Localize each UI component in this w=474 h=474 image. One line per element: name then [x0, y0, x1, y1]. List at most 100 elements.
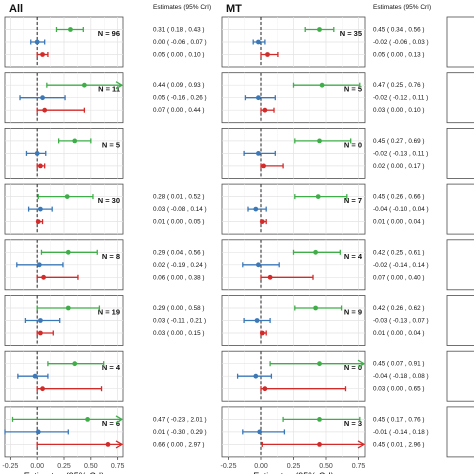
point-estimate [38, 318, 43, 323]
estimate-label: 0.05 ( -0.16 , 0.26 ) [153, 95, 207, 102]
estimate-label: -0.01 ( -0.14 , 0.18 ) [373, 429, 429, 436]
point-estimate [65, 249, 71, 255]
point-estimate [317, 442, 322, 447]
x-tick-label: 0.50 [84, 463, 98, 470]
estimate-label: 0.45 ( 0.17 , 0.76 ) [373, 416, 424, 423]
panel: N = 4 [4, 350, 124, 402]
sample-size-label: N = 5 [344, 85, 362, 94]
estimate-label: -0.04 ( -0.10 , 0.04 ) [373, 206, 429, 213]
cropped-panel-edge [446, 127, 474, 179]
point-estimate [313, 305, 318, 311]
estimate-label: 0.47 ( 0.25 , 0.76 ) [373, 82, 424, 89]
estimate-label: -0.03 ( -0.13 , 0.07 ) [373, 318, 429, 325]
point-estimate [32, 373, 38, 379]
estimate-label: -0.02 ( -0.14 , 0.14 ) [373, 262, 429, 269]
group-all: All Estimates (95% CrI) N = 96 0.31 ( 0.18 … [2, 3, 211, 474]
panel: N = 11 [4, 72, 124, 124]
estimate-label: 0.00 ( -0.06 , 0.07 ) [153, 39, 207, 46]
point-estimate [38, 163, 43, 169]
point-estimate [38, 330, 43, 336]
panel: N = 0 [221, 350, 366, 402]
estimates-header: Estimates (95% CrI) [153, 4, 211, 11]
estimate-label: 0.05 ( 0.00 , 0.10 ) [153, 52, 204, 59]
point-estimate [68, 27, 73, 32]
estimate-label: 0.28 ( 0.01 , 0.52 ) [153, 194, 204, 201]
point-estimate [34, 39, 40, 45]
point-estimate [256, 151, 261, 156]
sample-size-label: N = 35 [340, 29, 362, 38]
panel: N = 35 [221, 16, 366, 68]
point-estimate [41, 274, 47, 280]
sample-size-label: N = 19 [98, 308, 120, 317]
point-estimate [313, 249, 318, 255]
estimate-label: 0.66 ( 0.00 , 2.97 ) [153, 441, 204, 448]
estimate-label: 0.01 ( 0.00 , 0.05 ) [153, 219, 204, 226]
point-estimate [317, 417, 322, 422]
point-estimate [256, 95, 261, 101]
point-estimate [34, 151, 40, 156]
estimate-label: 0.31 ( 0.18 , 0.43 ) [153, 27, 204, 34]
estimate-label: 0.42 ( 0.26 , 0.62 ) [373, 305, 424, 312]
point-estimate [317, 27, 322, 32]
point-estimate [253, 206, 259, 212]
cropped-panel-edge [446, 183, 474, 235]
estimates-header: Estimates (95% CrI) [373, 4, 431, 11]
panel: N = 6 [4, 406, 124, 458]
group-mt: MT Estimates (95% CrI) N = 35 0.45 ( 0.34 ,… [221, 3, 432, 474]
estimate-label: 0.47 ( -0.23 , 2.01 ) [153, 416, 207, 423]
point-estimate [42, 107, 48, 113]
point-estimate [35, 429, 41, 435]
sample-size-label: N = 3 [344, 419, 362, 428]
point-estimate [267, 274, 273, 280]
estimate-label: -0.02 ( -0.12 , 0.11 ) [373, 95, 428, 102]
x-tick-label: -0.25 [2, 463, 18, 470]
sample-size-label: N = 0 [344, 363, 362, 372]
point-estimate [105, 442, 111, 447]
ci-arrow [115, 415, 124, 424]
point-estimate [261, 163, 266, 169]
point-estimate [256, 39, 261, 45]
point-estimate [65, 305, 71, 311]
sample-size-label: N = 8 [102, 252, 120, 261]
estimate-label: 0.42 ( 0.25 , 0.61 ) [373, 249, 424, 256]
point-estimate [38, 206, 43, 212]
sample-size-label: N = 11 [98, 85, 120, 94]
sample-size-label: N = 96 [98, 29, 120, 38]
estimate-label: 0.07 ( 0.00 , 0.44 ) [153, 107, 204, 114]
point-estimate [253, 373, 259, 379]
estimate-label: 0.03 ( 0.00 , 0.10 ) [373, 107, 424, 114]
point-estimate [35, 219, 41, 225]
estimate-label: 0.05 ( 0.00 , 0.13 ) [373, 52, 424, 59]
point-estimate [85, 417, 90, 422]
panel: N = 3 [221, 406, 366, 458]
estimate-label: 0.07 ( 0.00 , 0.40 ) [373, 274, 424, 281]
estimate-label: -0.04 ( -0.18 , 0.08 ) [373, 373, 429, 380]
panel: N = 30 [4, 183, 124, 235]
x-axis-title: Estimates (95% CrI) [24, 471, 105, 474]
point-estimate [257, 429, 263, 435]
cropped-panel-edge [446, 406, 474, 458]
point-estimate [259, 219, 265, 225]
estimate-label: 0.45 ( 0.01 , 2.96 ) [373, 441, 424, 448]
group-title: All [9, 3, 23, 15]
point-estimate [40, 52, 45, 57]
x-tick-label: 0.75 [111, 463, 125, 470]
x-tick-label: 0.25 [57, 463, 71, 470]
point-estimate [36, 262, 42, 268]
estimate-label: 0.45 ( 0.26 , 0.66 ) [373, 194, 424, 201]
cropped-panel-edge [446, 239, 474, 291]
point-estimate [254, 318, 260, 323]
cropped-panel-edge [446, 16, 474, 68]
point-estimate [315, 194, 321, 200]
ci-arrow [115, 81, 124, 90]
point-estimate [64, 194, 70, 200]
point-estimate [40, 95, 45, 101]
sample-size-label: N = 30 [98, 196, 120, 205]
point-estimate [319, 82, 325, 88]
panel: N = 19 [4, 295, 124, 346]
panel: N = 4 [221, 239, 366, 291]
panel: N = 5 [221, 72, 366, 124]
sample-size-label: N = 4 [102, 363, 121, 372]
estimate-label: 0.44 ( 0.09 , 0.93 ) [153, 82, 204, 89]
